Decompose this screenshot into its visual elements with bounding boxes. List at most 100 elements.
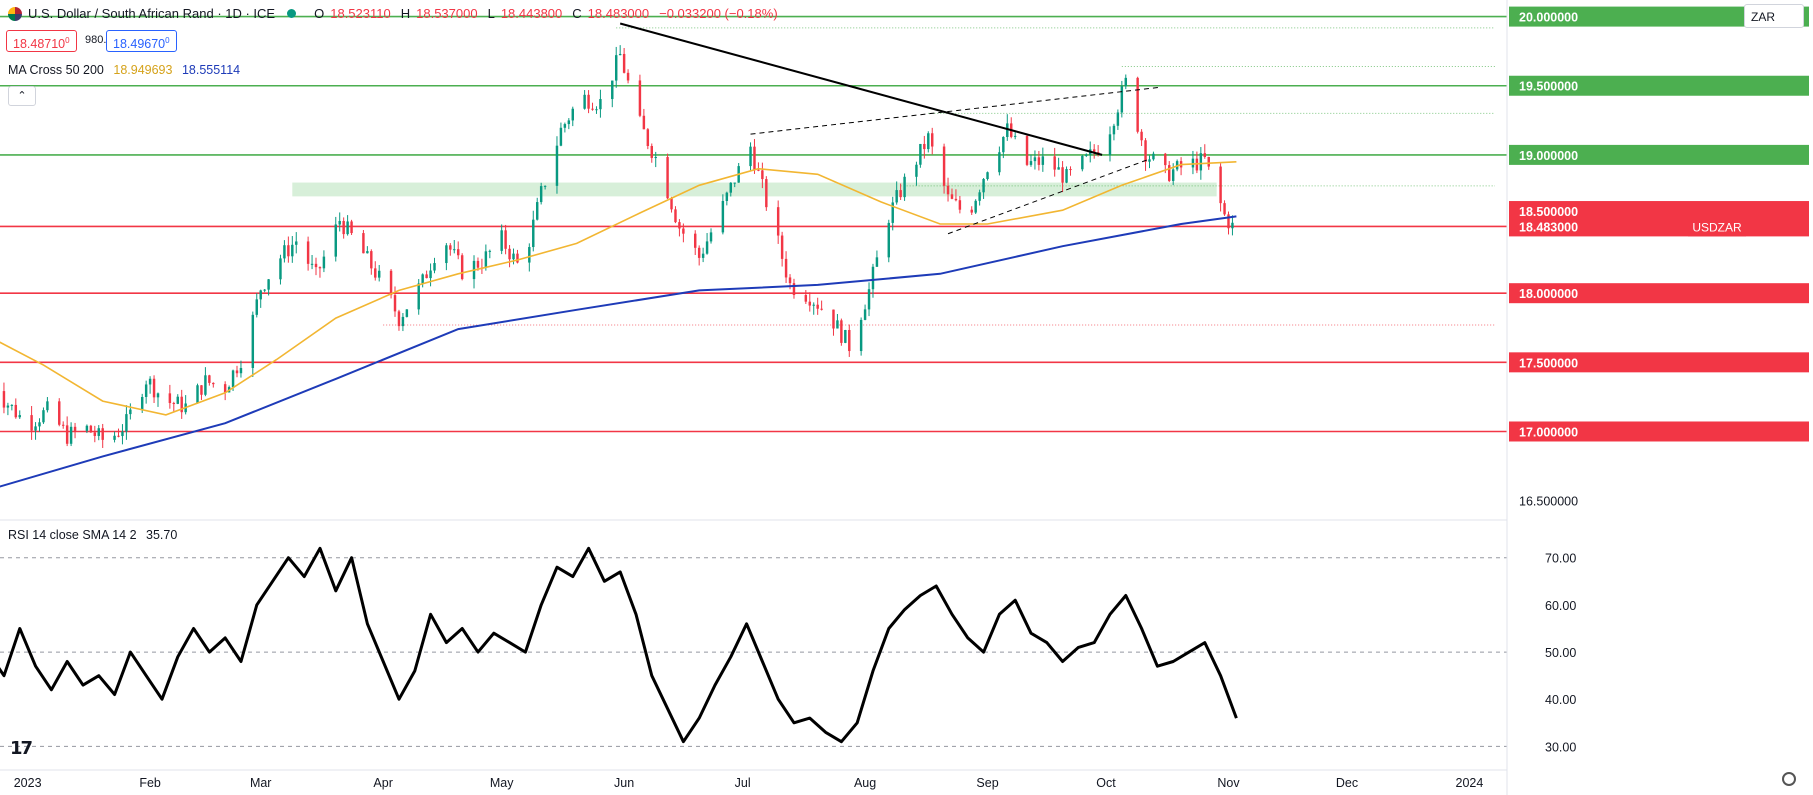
candle <box>176 396 179 404</box>
candle <box>456 249 460 256</box>
sell-button[interactable]: 18.487100 <box>6 30 77 52</box>
candle <box>34 426 37 431</box>
symbol-title[interactable]: U.S. Dollar / South African Rand · 1D · … <box>28 6 276 21</box>
buy-button[interactable]: 18.496700 <box>106 30 177 52</box>
candle <box>986 172 989 180</box>
candle <box>350 221 353 234</box>
candle <box>314 263 318 268</box>
candle <box>832 309 835 329</box>
rsi-legend[interactable]: RSI 14 close SMA 14 2 35.70 <box>8 528 177 542</box>
rsi-tick-1: 40.00 <box>1545 693 1576 707</box>
candle <box>970 209 973 213</box>
time-tick-12: 2024 <box>1456 776 1484 790</box>
candle <box>816 304 819 309</box>
candle <box>259 290 262 300</box>
candle <box>235 370 239 374</box>
buy-price-sup: 0 <box>165 36 170 45</box>
candle <box>208 375 211 383</box>
candle <box>1219 166 1222 204</box>
candle <box>322 256 326 269</box>
candle <box>476 260 480 268</box>
candle <box>1112 125 1116 135</box>
candle <box>58 401 61 425</box>
candle <box>14 404 18 418</box>
candle <box>887 222 891 258</box>
candle <box>903 176 906 198</box>
time-tick-8: Sep <box>976 776 998 790</box>
candle <box>642 115 646 130</box>
candle <box>389 270 393 296</box>
level-badge-0 <box>1509 6 1809 27</box>
candle <box>196 385 199 404</box>
candle <box>401 316 405 327</box>
candle <box>516 253 519 263</box>
candle <box>38 422 41 427</box>
candle <box>101 428 104 440</box>
candle <box>792 283 796 296</box>
candle <box>223 384 227 393</box>
candle <box>757 169 760 171</box>
candle <box>733 182 736 184</box>
tradingview-logo-icon[interactable]: 17 <box>10 738 33 759</box>
candle <box>1148 159 1151 162</box>
candle <box>867 289 871 310</box>
candle <box>10 404 14 406</box>
time-tick-2: Mar <box>250 776 272 790</box>
sell-price: 18.48710 <box>13 37 66 52</box>
candle <box>1013 135 1017 137</box>
candle <box>808 301 812 306</box>
axis-badge-0 <box>1509 201 1809 222</box>
candle <box>978 192 981 201</box>
rsi-tick-2: 50.00 <box>1545 646 1576 660</box>
candle <box>156 393 160 398</box>
low-label: L <box>487 6 495 21</box>
candle <box>591 108 594 110</box>
flag-icon <box>8 6 22 21</box>
candles-layer <box>2 45 1234 448</box>
time-tick-9: Oct <box>1096 776 1116 790</box>
candle <box>255 299 258 315</box>
candle <box>500 230 503 251</box>
trendline-1 <box>750 86 1162 135</box>
time-tick-6: Jul <box>735 776 751 790</box>
rsi-layer <box>0 546 1507 747</box>
ma-legend[interactable]: MA Cross 50 200 18.949693 18.555114 <box>8 63 240 77</box>
rsi-tick-4: 70.00 <box>1545 552 1576 566</box>
candle <box>488 250 492 252</box>
candle <box>875 257 879 267</box>
ma-layer <box>0 161 1237 488</box>
level-badge-label-4: 18.000000 <box>1519 287 1578 301</box>
candle <box>974 200 977 213</box>
candle <box>693 233 697 248</box>
ma200-line <box>0 215 1237 488</box>
candle <box>1207 157 1210 167</box>
candle <box>370 251 373 269</box>
candle <box>172 403 176 405</box>
candle <box>618 53 622 56</box>
candle <box>848 330 851 352</box>
candle <box>129 409 132 415</box>
candle <box>30 415 33 431</box>
candle <box>397 311 401 327</box>
candle <box>512 253 515 260</box>
candle <box>1057 167 1060 170</box>
candle <box>622 53 626 73</box>
currency-select[interactable]: ZAR <box>1744 4 1804 28</box>
candle <box>654 157 657 159</box>
candle <box>231 370 235 388</box>
time-tick-7: Aug <box>854 776 876 790</box>
level-badge-4 <box>1509 283 1809 304</box>
market-status-icon <box>287 9 297 18</box>
candle <box>93 432 97 436</box>
candle <box>267 279 270 290</box>
candle <box>69 426 73 444</box>
time-tick-10: Nov <box>1217 776 1240 790</box>
candle <box>595 109 598 111</box>
candle <box>919 143 922 165</box>
collapse-legend-button[interactable]: ⌃ <box>8 86 36 106</box>
level-badge-2 <box>1509 144 1809 165</box>
candle <box>453 249 456 251</box>
gear-icon[interactable] <box>1782 772 1796 786</box>
candle <box>678 222 681 229</box>
